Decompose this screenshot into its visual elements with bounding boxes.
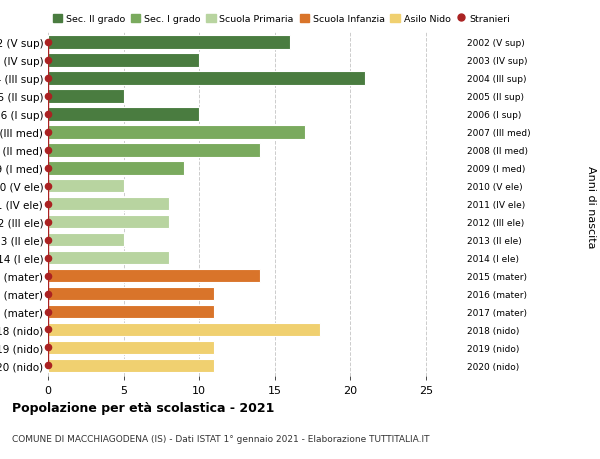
Point (43, 362, 53, 369)
Bar (48, 162, 184, 175)
Point (43, 201, 53, 208)
Bar (48, 179, 124, 193)
Point (43, 290, 53, 297)
Point (43, 93, 53, 101)
Bar (48, 90, 124, 103)
Point (43, 165, 53, 172)
Bar (48, 197, 169, 211)
Point (43, 218, 53, 226)
Point (43, 308, 53, 315)
Bar (48, 72, 365, 85)
Point (43, 75, 53, 83)
Point (43, 57, 53, 65)
Bar (48, 108, 199, 121)
Point (43, 183, 53, 190)
Point (43, 129, 53, 136)
Bar (48, 36, 290, 50)
Bar (48, 305, 214, 319)
Bar (48, 233, 124, 247)
Text: Anni di nascita: Anni di nascita (586, 165, 596, 248)
Point (43, 344, 53, 352)
Text: Popolazione per età scolastica - 2021: Popolazione per età scolastica - 2021 (12, 402, 274, 414)
Point (43, 254, 53, 262)
Bar (48, 341, 214, 354)
Bar (48, 54, 199, 67)
Point (43, 111, 53, 118)
Bar (48, 144, 260, 157)
Point (43, 147, 53, 154)
Point (43, 236, 53, 244)
Legend: Sec. II grado, Sec. I grado, Scuola Primaria, Scuola Infanzia, Asilo Nido, Stran: Sec. II grado, Sec. I grado, Scuola Prim… (53, 15, 510, 24)
Bar (48, 215, 169, 229)
Bar (48, 287, 214, 301)
Bar (48, 359, 214, 372)
Point (43, 272, 53, 280)
Point (43, 39, 53, 46)
Point (43, 326, 53, 333)
Bar (48, 126, 305, 139)
Bar (48, 269, 260, 283)
Bar (48, 323, 320, 336)
Bar (48, 252, 169, 265)
Text: COMUNE DI MACCHIAGODENA (IS) - Dati ISTAT 1° gennaio 2021 - Elaborazione TUTTITA: COMUNE DI MACCHIAGODENA (IS) - Dati ISTA… (12, 434, 430, 443)
